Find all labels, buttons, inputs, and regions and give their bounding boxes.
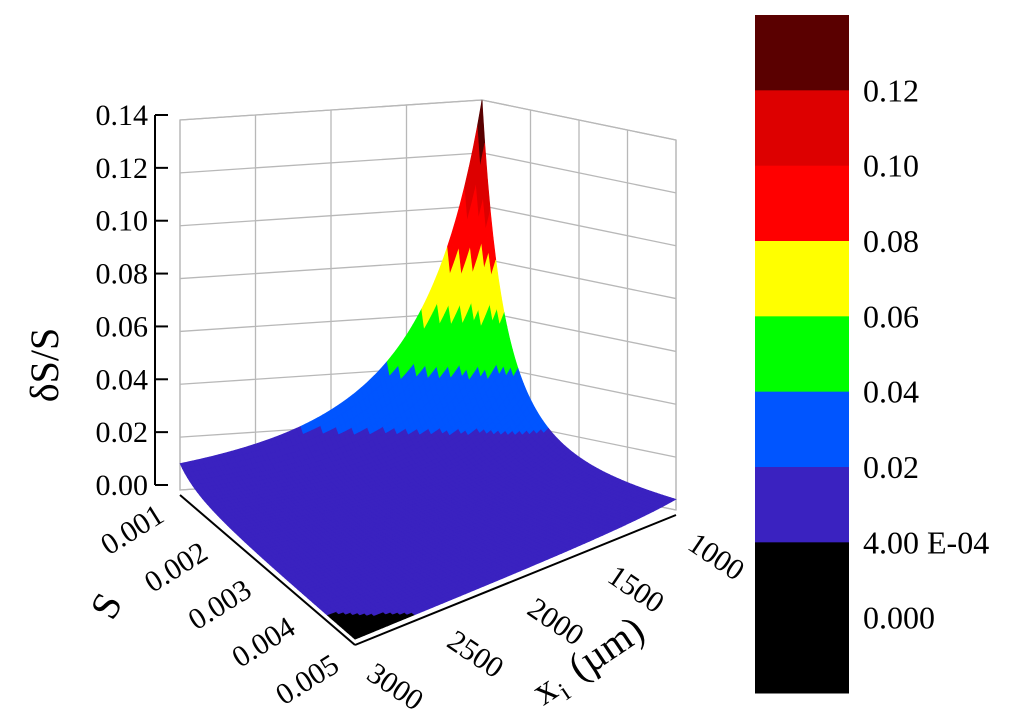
z-gridline <box>179 152 677 194</box>
surface-cell <box>667 498 677 503</box>
z-tick-label: 0.12 <box>96 152 149 185</box>
z-tick-label: 0.08 <box>96 258 149 291</box>
z-gridline <box>179 205 677 247</box>
colorbar-band <box>755 165 849 242</box>
x-tick-label: 1000 <box>682 526 750 587</box>
s-axis-title: S <box>81 585 131 626</box>
z-tick-label: 0.14 <box>96 99 149 132</box>
colorbar: 0.12 0.10 0.08 0.06 0.04 0.02 4.00 E-04 0.000 <box>755 15 989 694</box>
colorbar-band <box>755 90 849 167</box>
colorbar-band <box>755 316 849 393</box>
x-tick-label: 2500 <box>441 624 509 685</box>
colorbar-label: 0.06 <box>863 298 919 334</box>
z-tick-label: 0.04 <box>96 363 149 396</box>
x-tick-label: 1500 <box>602 559 670 620</box>
s-tick-label: 0.002 <box>139 535 214 599</box>
colorbar-label: 0.02 <box>863 449 919 485</box>
surface <box>179 99 677 640</box>
colorbar-band <box>755 617 849 694</box>
colorbar-label: 0.000 <box>863 600 935 636</box>
x-axis-line <box>354 514 677 646</box>
z-tick-label: 0.10 <box>96 205 149 238</box>
z-gridline <box>179 257 677 300</box>
colorbar-band <box>755 467 849 543</box>
colorbar-label: 0.12 <box>863 72 919 108</box>
s-tick-label: 0.003 <box>182 573 257 637</box>
colorbar-band <box>755 15 849 91</box>
z-axis-title: δS/S <box>22 328 67 402</box>
colorbar-band <box>755 391 849 468</box>
colorbar-label: 0.04 <box>863 374 919 410</box>
s-tick-label: 0.005 <box>270 648 345 712</box>
colorbar-band <box>755 241 849 317</box>
colorbar-label: 0.08 <box>863 223 919 259</box>
colorbar-label: 0.10 <box>863 148 919 184</box>
s-tick-label: 0.001 <box>95 498 170 562</box>
z-gridline <box>179 99 677 141</box>
z-tick-label: 0.02 <box>96 416 149 449</box>
z-tick-label: 0.06 <box>96 310 149 343</box>
colorbar-label: 4.00 E-04 <box>863 524 989 560</box>
z-tick-label: 0.00 <box>96 469 149 502</box>
x-tick-label: 3000 <box>361 656 429 715</box>
s-axis-line <box>179 494 356 646</box>
colorbar-band <box>755 542 849 619</box>
s-tick-label: 0.004 <box>226 610 301 674</box>
